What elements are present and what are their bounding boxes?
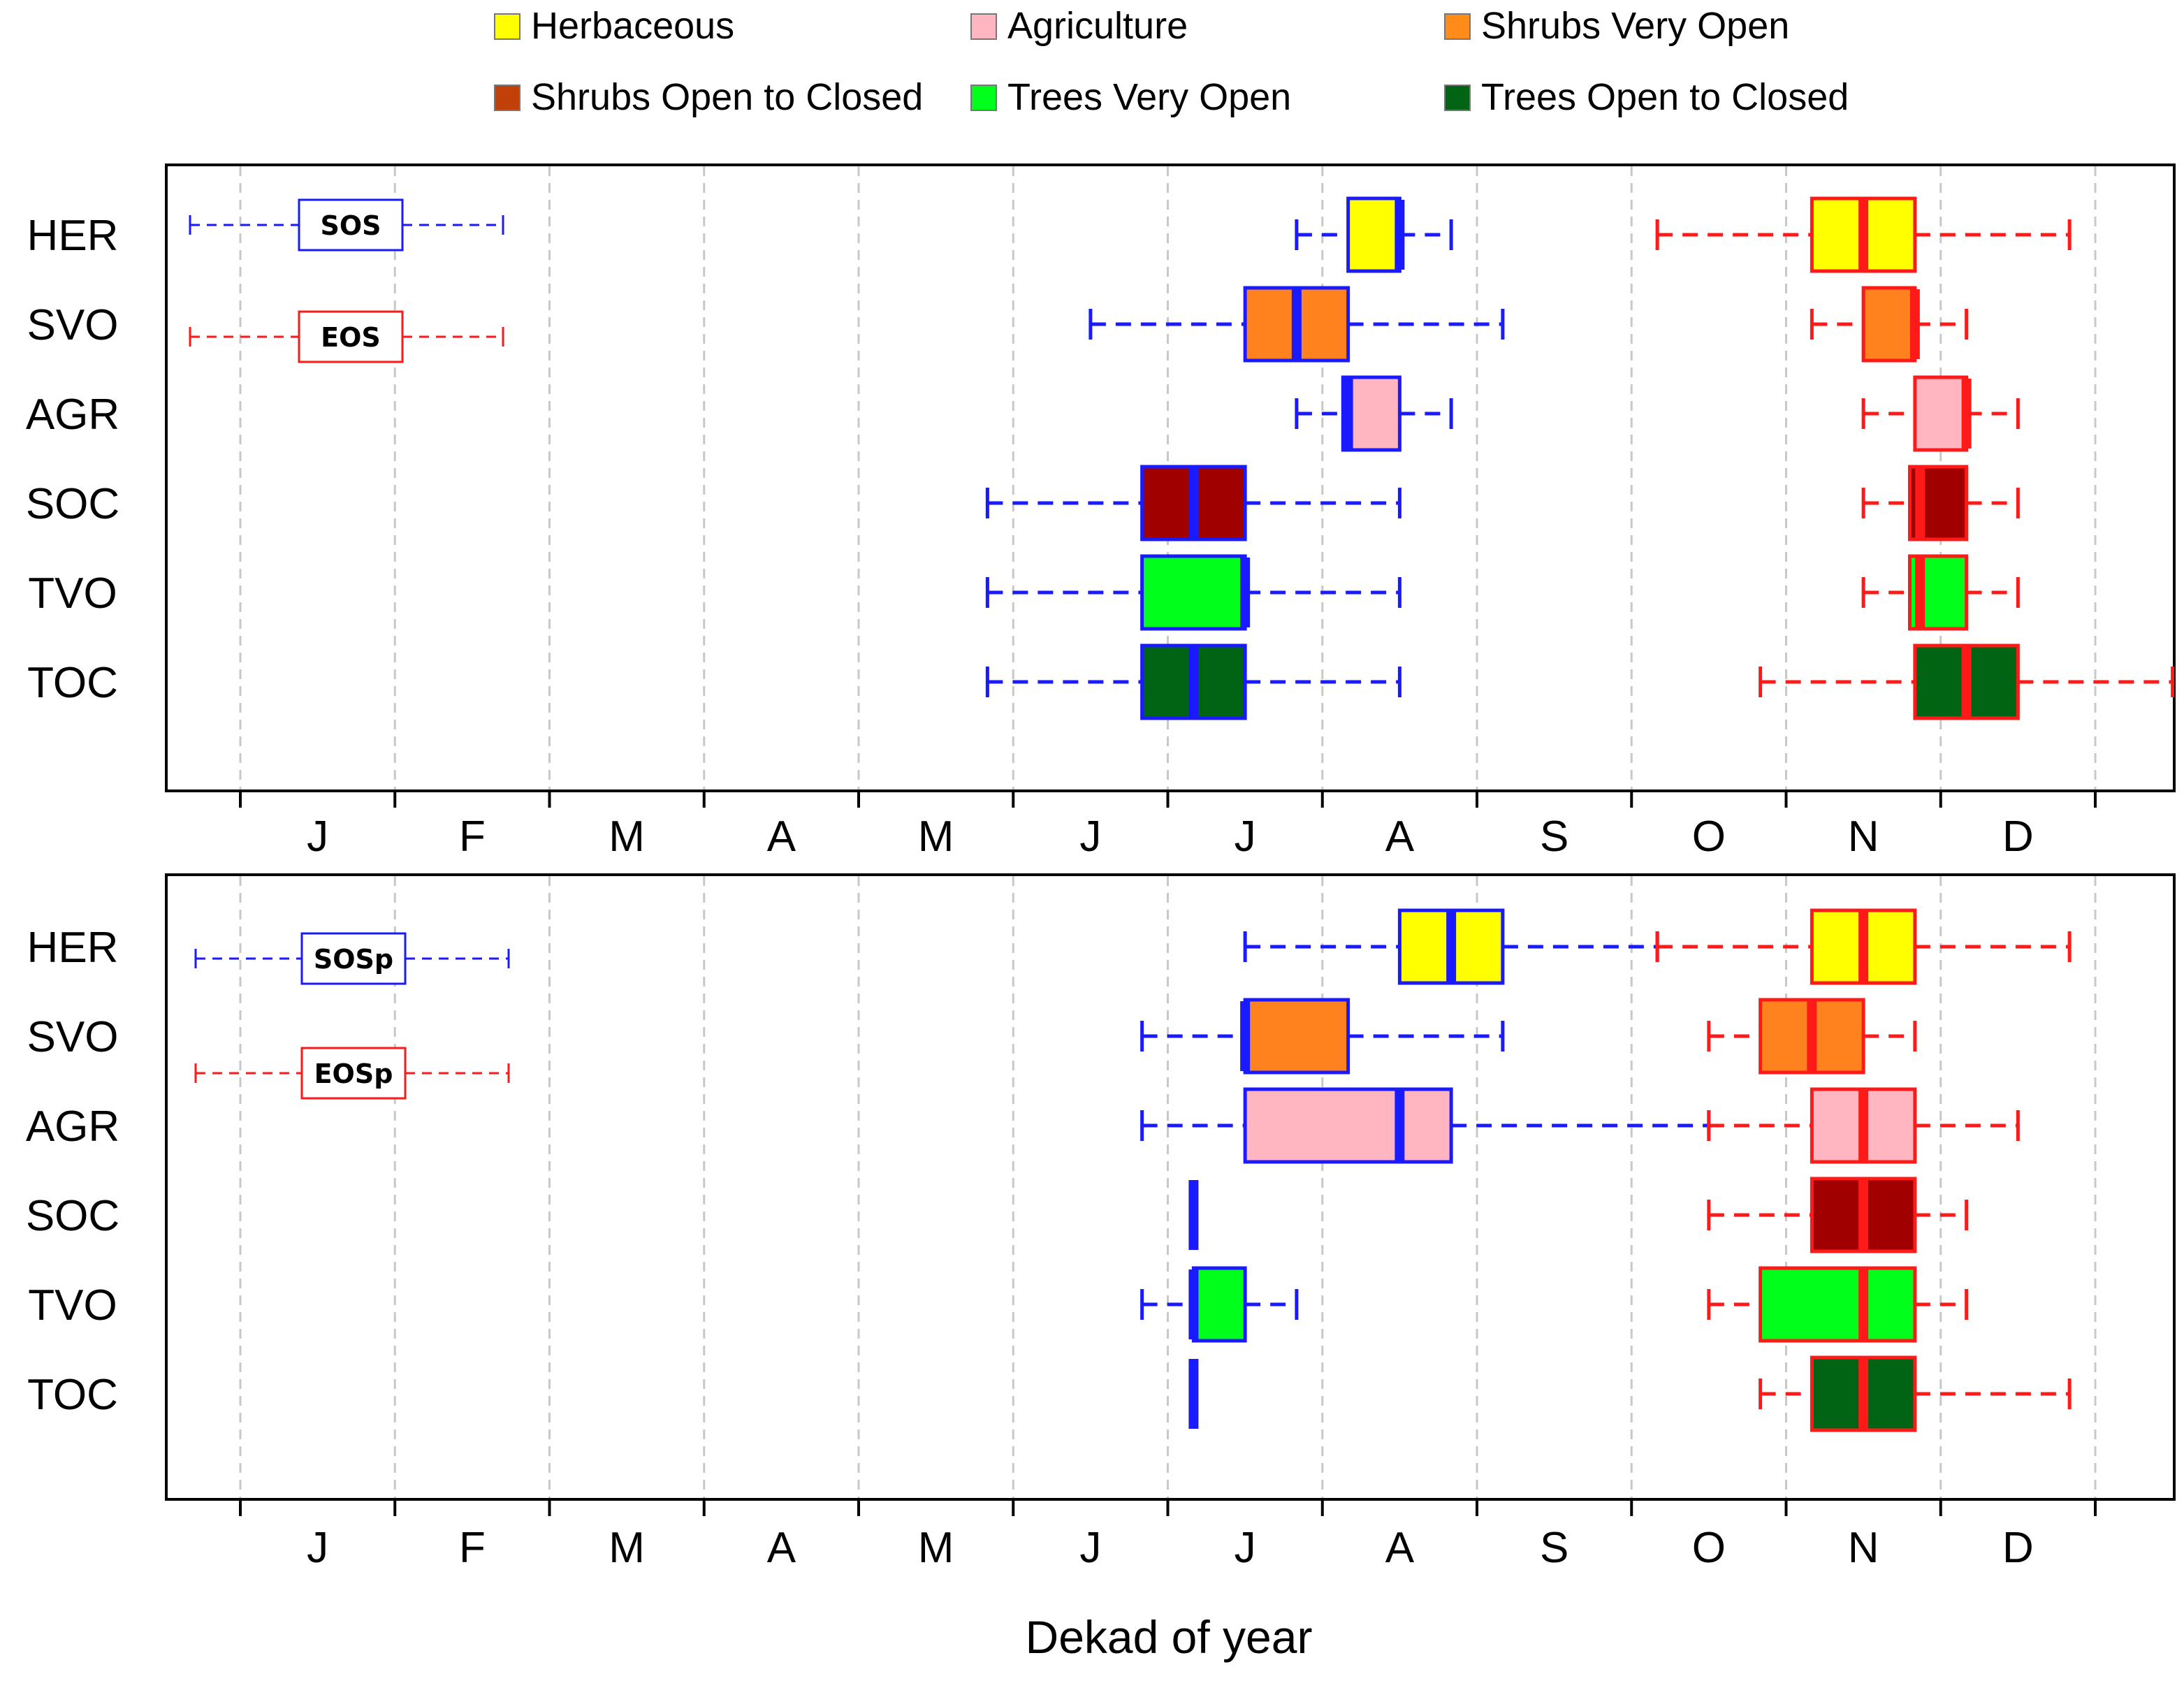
legend-label: Shrubs Very Open	[1481, 5, 1789, 47]
x-tick-label: J	[307, 813, 328, 861]
x-tick-label: A	[767, 813, 796, 861]
x-tick-label: A	[1385, 1524, 1415, 1572]
x-tick-label: D	[2002, 813, 2034, 861]
inner-legend-box	[298, 310, 404, 363]
box-svo	[1243, 998, 1351, 1075]
legend-label: Trees Open to Closed	[1481, 76, 1849, 118]
box-agr	[1243, 1087, 1453, 1164]
panel-top: J F M A M J J A S O N D HER SVO AGR SOC TVO TOC SOS EOS	[26, 163, 2176, 861]
y-category-label: SVO	[27, 1013, 119, 1061]
x-tick-label: M	[609, 1524, 645, 1572]
legend-swatch	[1444, 13, 1471, 40]
x-tick-label: J	[1235, 1524, 1256, 1572]
legend-swatch	[1444, 85, 1471, 111]
x-tick-label: J	[1079, 813, 1101, 861]
x-tick-label: S	[1540, 1524, 1568, 1572]
legend-label: Trees Very Open	[1007, 76, 1291, 118]
panel-bottom: J F M A M J J A S O N D HER SVO AGR SOC TVO TOC SOSp EOSp	[26, 873, 2176, 1572]
y-category-label: SOC	[26, 1192, 119, 1240]
inner-legend-label: EOSp	[314, 1058, 393, 1089]
inner-legend-box	[300, 932, 407, 985]
box-tvo	[1140, 554, 1247, 631]
x-axis-label: Dekad of year	[1026, 1611, 1313, 1663]
x-tick-label: O	[1692, 813, 1726, 861]
x-tick-label: J	[1235, 813, 1256, 861]
x-tick-label: S	[1540, 813, 1568, 861]
y-category-label: TVO	[28, 1281, 117, 1330]
legend-label: Agriculture	[1007, 5, 1188, 47]
legend-label: Shrubs Open to Closed	[531, 76, 923, 118]
y-category-label: TOC	[27, 1371, 118, 1419]
inner-legend-box	[298, 198, 404, 252]
x-tick-label: N	[1848, 1524, 1879, 1572]
x-tick-label: D	[2002, 1524, 2034, 1572]
box-svo	[1861, 286, 1917, 363]
x-tick-label: A	[1385, 813, 1415, 861]
x-tick-label: M	[918, 813, 954, 861]
legend-swatch	[970, 85, 997, 111]
x-tick-label: M	[918, 1524, 954, 1572]
plot-frame	[165, 873, 2176, 1501]
legend-label: Herbaceous	[531, 5, 734, 47]
x-tick-label: M	[609, 813, 645, 861]
x-tick-label: J	[1079, 1524, 1101, 1572]
x-tick-label: F	[459, 1524, 486, 1572]
y-category-label: HER	[27, 924, 119, 972]
box-tvo	[1191, 1266, 1247, 1343]
y-category-label: SVO	[27, 301, 119, 349]
x-tick-label: O	[1692, 1524, 1726, 1572]
x-tick-label: A	[767, 1524, 796, 1572]
y-category-label: HER	[27, 212, 119, 260]
y-category-label: AGR	[26, 1103, 119, 1151]
box-her	[1346, 196, 1402, 273]
inner-legend-label: EOS	[321, 322, 381, 353]
x-tick-label: N	[1848, 813, 1879, 861]
x-tick-label: F	[459, 813, 486, 861]
y-category-label: TVO	[28, 569, 117, 618]
legend-swatch	[494, 85, 520, 111]
legend-swatch	[494, 13, 520, 40]
legend: Herbaceous Agriculture Shrubs Very Open Shr…	[494, 5, 1849, 118]
x-tick-label: J	[307, 1524, 328, 1572]
plot-frame	[165, 163, 2176, 792]
box-agr	[1913, 375, 1969, 452]
y-category-label: AGR	[26, 391, 119, 439]
inner-legend-label: SOSp	[314, 944, 393, 975]
y-category-label: TOC	[27, 659, 118, 707]
inner-legend-box	[300, 1047, 407, 1100]
box-tvo	[1759, 1266, 1917, 1343]
y-category-label: SOC	[26, 480, 119, 528]
legend-swatch	[970, 13, 997, 40]
inner-legend-label: SOS	[320, 210, 381, 241]
